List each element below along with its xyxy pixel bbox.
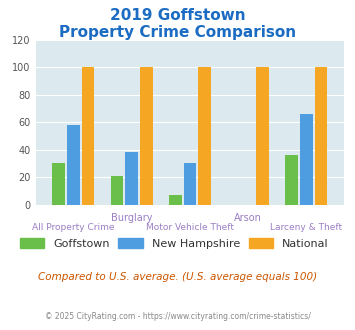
Bar — [198, 67, 211, 205]
Text: Motor Vehicle Theft: Motor Vehicle Theft — [146, 223, 234, 232]
Bar — [125, 152, 138, 205]
Text: © 2025 CityRating.com - https://www.cityrating.com/crime-statistics/: © 2025 CityRating.com - https://www.city… — [45, 312, 310, 321]
Bar — [300, 114, 313, 205]
Text: Compared to U.S. average. (U.S. average equals 100): Compared to U.S. average. (U.S. average … — [38, 272, 317, 282]
Text: Burglary: Burglary — [111, 213, 152, 223]
Bar — [256, 67, 269, 205]
Text: Property Crime Comparison: Property Crime Comparison — [59, 25, 296, 40]
Bar — [140, 67, 153, 205]
Bar — [315, 67, 327, 205]
Text: Arson: Arson — [234, 213, 262, 223]
Bar — [111, 176, 124, 205]
Bar — [285, 155, 298, 205]
Text: Larceny & Theft: Larceny & Theft — [271, 223, 343, 232]
Text: 2019 Goffstown: 2019 Goffstown — [110, 8, 245, 23]
Legend: Goffstown, New Hampshire, National: Goffstown, New Hampshire, National — [20, 238, 329, 249]
Text: All Property Crime: All Property Crime — [32, 223, 115, 232]
Bar — [184, 163, 196, 205]
Bar — [82, 67, 94, 205]
Bar — [67, 125, 80, 205]
Bar — [53, 163, 65, 205]
Bar — [169, 195, 182, 205]
